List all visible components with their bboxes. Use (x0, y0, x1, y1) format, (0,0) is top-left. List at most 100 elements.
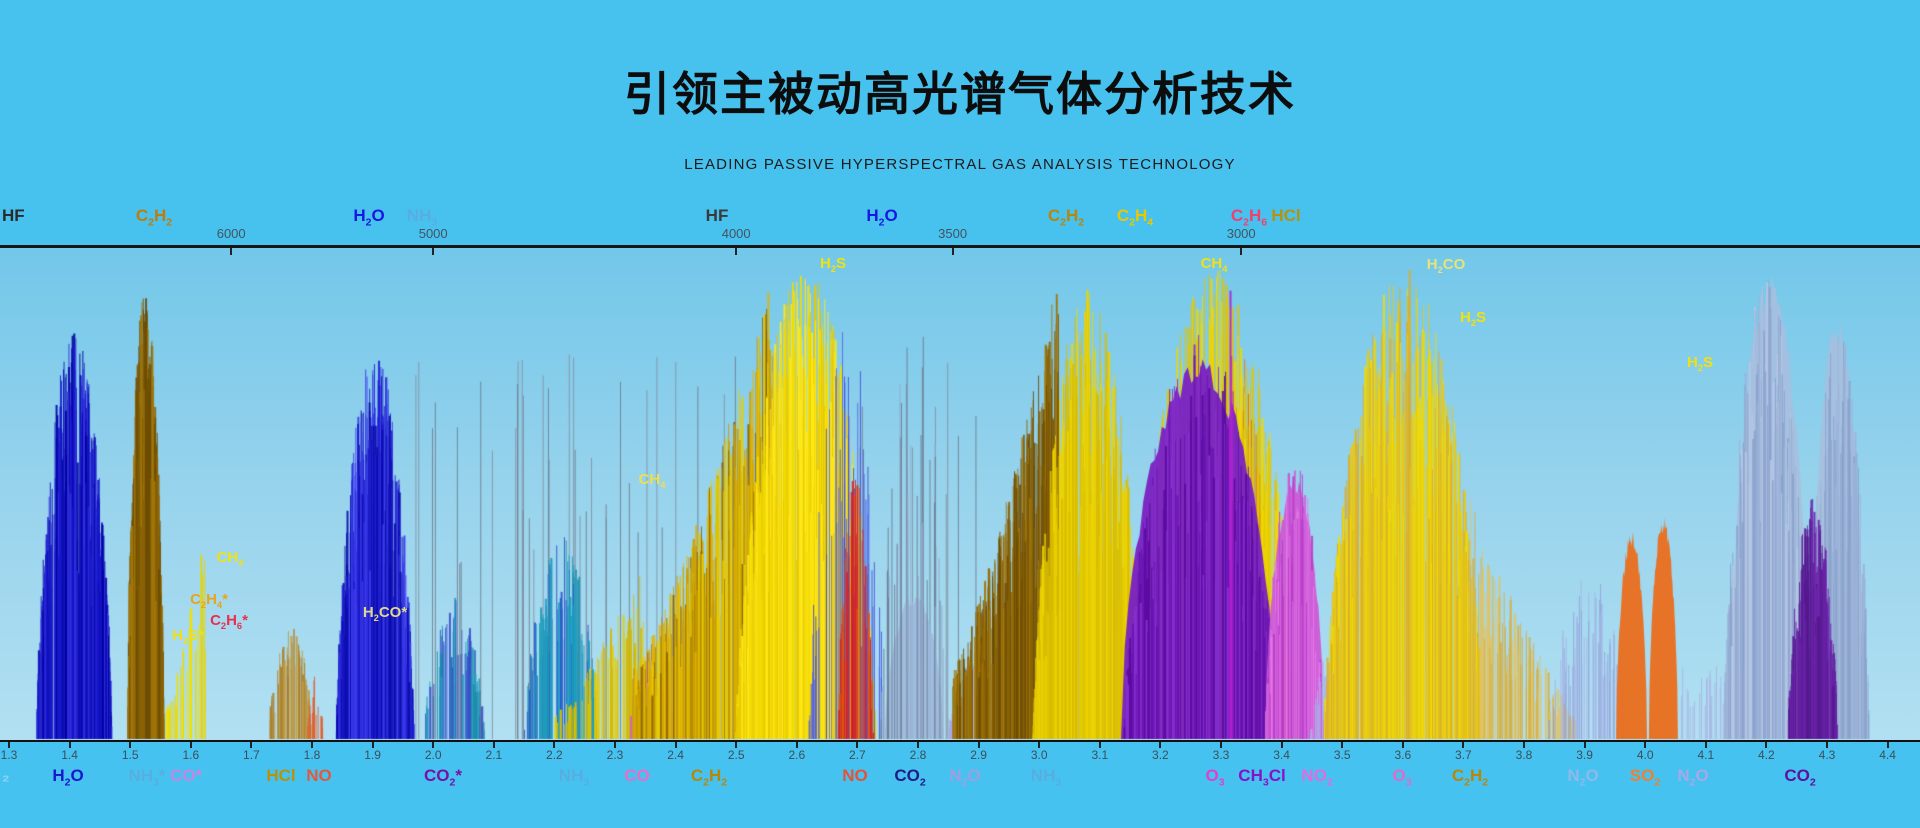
bottom-tick-mark (1462, 742, 1465, 748)
bottom-axis-line (0, 740, 1920, 742)
bottom-tick-label: 2.7 (849, 748, 866, 762)
plot-gas-label: CH4 (1200, 255, 1228, 274)
bottom-tick-label: 3.2 (1152, 748, 1169, 762)
top-tick-mark (951, 248, 954, 255)
bottom-tick-label: 3.0 (1030, 748, 1048, 762)
plot-gas-label: H2S* (172, 627, 204, 646)
top-gas-label: C2H6 (1230, 206, 1268, 229)
bottom-tick-mark (1704, 742, 1707, 748)
top-axis-line (0, 245, 1920, 248)
bottom-gas-label: CO (624, 766, 650, 785)
bottom-tick-label: 2.1 (485, 748, 503, 762)
bottom-tick-label: 2.8 (909, 748, 927, 762)
bottom-tick-mark (189, 742, 192, 748)
bottom-tick-label: 2.6 (788, 748, 806, 762)
top-gas-label: C2H2 (1047, 206, 1085, 229)
bottom-tick-mark (432, 742, 435, 748)
top-tick-label: 3500 (938, 226, 968, 241)
top-tick-label: 6000 (216, 226, 246, 241)
bottom-tick-mark (1583, 742, 1586, 748)
plot-gas-label: C2H6* (210, 612, 248, 631)
bottom-tick-mark (1401, 742, 1404, 748)
bottom-gas-label: ₂ (2, 766, 10, 785)
bottom-gas-label: N2O (1677, 766, 1709, 789)
top-tick-label: 3000 (1226, 226, 1256, 241)
bottom-gas-label: NO (842, 766, 868, 785)
bottom-tick-mark (674, 742, 677, 748)
bottom-tick-mark (917, 742, 919, 748)
bottom-tick-mark (250, 742, 253, 748)
bottom-tick-mark (735, 742, 738, 748)
bottom-tick-mark (795, 742, 798, 748)
bottom-tick-label: 4.0 (1636, 748, 1654, 762)
bottom-tick-label: 1.7 (243, 748, 260, 762)
bottom-tick-mark (1220, 742, 1222, 748)
top-gas-label: H2O (866, 206, 898, 229)
bottom-gas-label: H2O (52, 766, 84, 789)
bottom-tick-label: 1.6 (182, 748, 200, 762)
bottom-tick-label: 3.4 (1273, 748, 1290, 762)
plot-gas-label: H2S (1459, 309, 1487, 328)
bottom-tick-label: 4.4 (1879, 748, 1896, 762)
bottom-gas-label: SO2 (1629, 766, 1661, 789)
bottom-tick-mark (1523, 742, 1525, 748)
top-gas-label: NH3 (406, 206, 438, 229)
bottom-tick-mark (1886, 742, 1889, 748)
bottom-tick-mark (68, 742, 71, 748)
bottom-gas-label: CO2 (894, 766, 926, 789)
bottom-gas-label: C2H2 (1451, 766, 1489, 789)
spectra-canvas (0, 250, 1920, 740)
bottom-tick-mark (8, 742, 10, 748)
bottom-tick-mark (1341, 742, 1344, 748)
bottom-gas-label: NH3* (128, 766, 166, 789)
bottom-tick-label: 2.4 (667, 748, 684, 762)
bottom-tick-mark (371, 742, 374, 748)
bottom-tick-mark (614, 742, 616, 748)
top-tick-mark (735, 248, 738, 255)
top-tick-label: 5000 (418, 226, 448, 241)
plot-gas-label: H2CO (1426, 256, 1466, 275)
bottom-gas-label: NO2 (1301, 766, 1333, 789)
top-gas-label: HCl (1271, 206, 1301, 225)
bottom-tick-label: 2.2 (546, 748, 563, 762)
page-subtitle: LEADING PASSIVE HYPERSPECTRAL GAS ANALYS… (684, 156, 1236, 173)
bottom-tick-label: 2.5 (727, 748, 745, 762)
top-gas-label: H2O (353, 206, 385, 229)
bottom-tick-label: 1.4 (61, 748, 78, 762)
plot-gas-label: H2CO* (362, 604, 408, 623)
bottom-tick-mark (492, 742, 495, 748)
bottom-tick-label: 2.0 (424, 748, 442, 762)
top-tick-mark (230, 248, 233, 255)
bottom-tick-mark (1159, 742, 1162, 748)
bottom-tick-label: 1.9 (364, 748, 381, 762)
bottom-tick-label: 2.3 (606, 748, 624, 762)
plot-gas-label: H2S (819, 255, 847, 274)
bottom-tick-mark (1826, 742, 1828, 748)
plot-gas-label: CH4 (216, 549, 244, 568)
bottom-tick-label: 3.3 (1212, 748, 1230, 762)
bottom-tick-label: 4.3 (1818, 748, 1836, 762)
bottom-gas-label: NO (306, 766, 332, 785)
bottom-gas-label: CO2* (424, 766, 462, 789)
bottom-gas-label: CO2 (1784, 766, 1816, 789)
bottom-gas-label: N2O (1567, 766, 1599, 789)
bottom-gas-label: NH3 (558, 766, 590, 789)
plot-gas-label: H2S (1686, 354, 1714, 373)
top-tick-label: 4000 (721, 226, 751, 241)
bottom-tick-label: 3.6 (1394, 748, 1412, 762)
bottom-tick-label: 3.8 (1515, 748, 1533, 762)
bottom-tick-mark (1038, 742, 1041, 748)
bottom-gas-label: HCl (266, 766, 296, 785)
top-gas-label: HF (705, 206, 729, 225)
bottom-tick-mark (856, 742, 859, 748)
top-gas-label: HF (2, 206, 25, 225)
bottom-tick-mark (1098, 742, 1101, 748)
bottom-tick-mark (977, 742, 980, 748)
bottom-tick-label: 1.5 (121, 748, 139, 762)
bottom-gas-label: N2O (949, 766, 981, 789)
bottom-tick-mark (1644, 742, 1647, 748)
top-tick-mark (432, 248, 435, 255)
bottom-tick-label: 3.7 (1455, 748, 1472, 762)
page-title: 引领主被动高光谱气体分析技术 (624, 67, 1296, 121)
